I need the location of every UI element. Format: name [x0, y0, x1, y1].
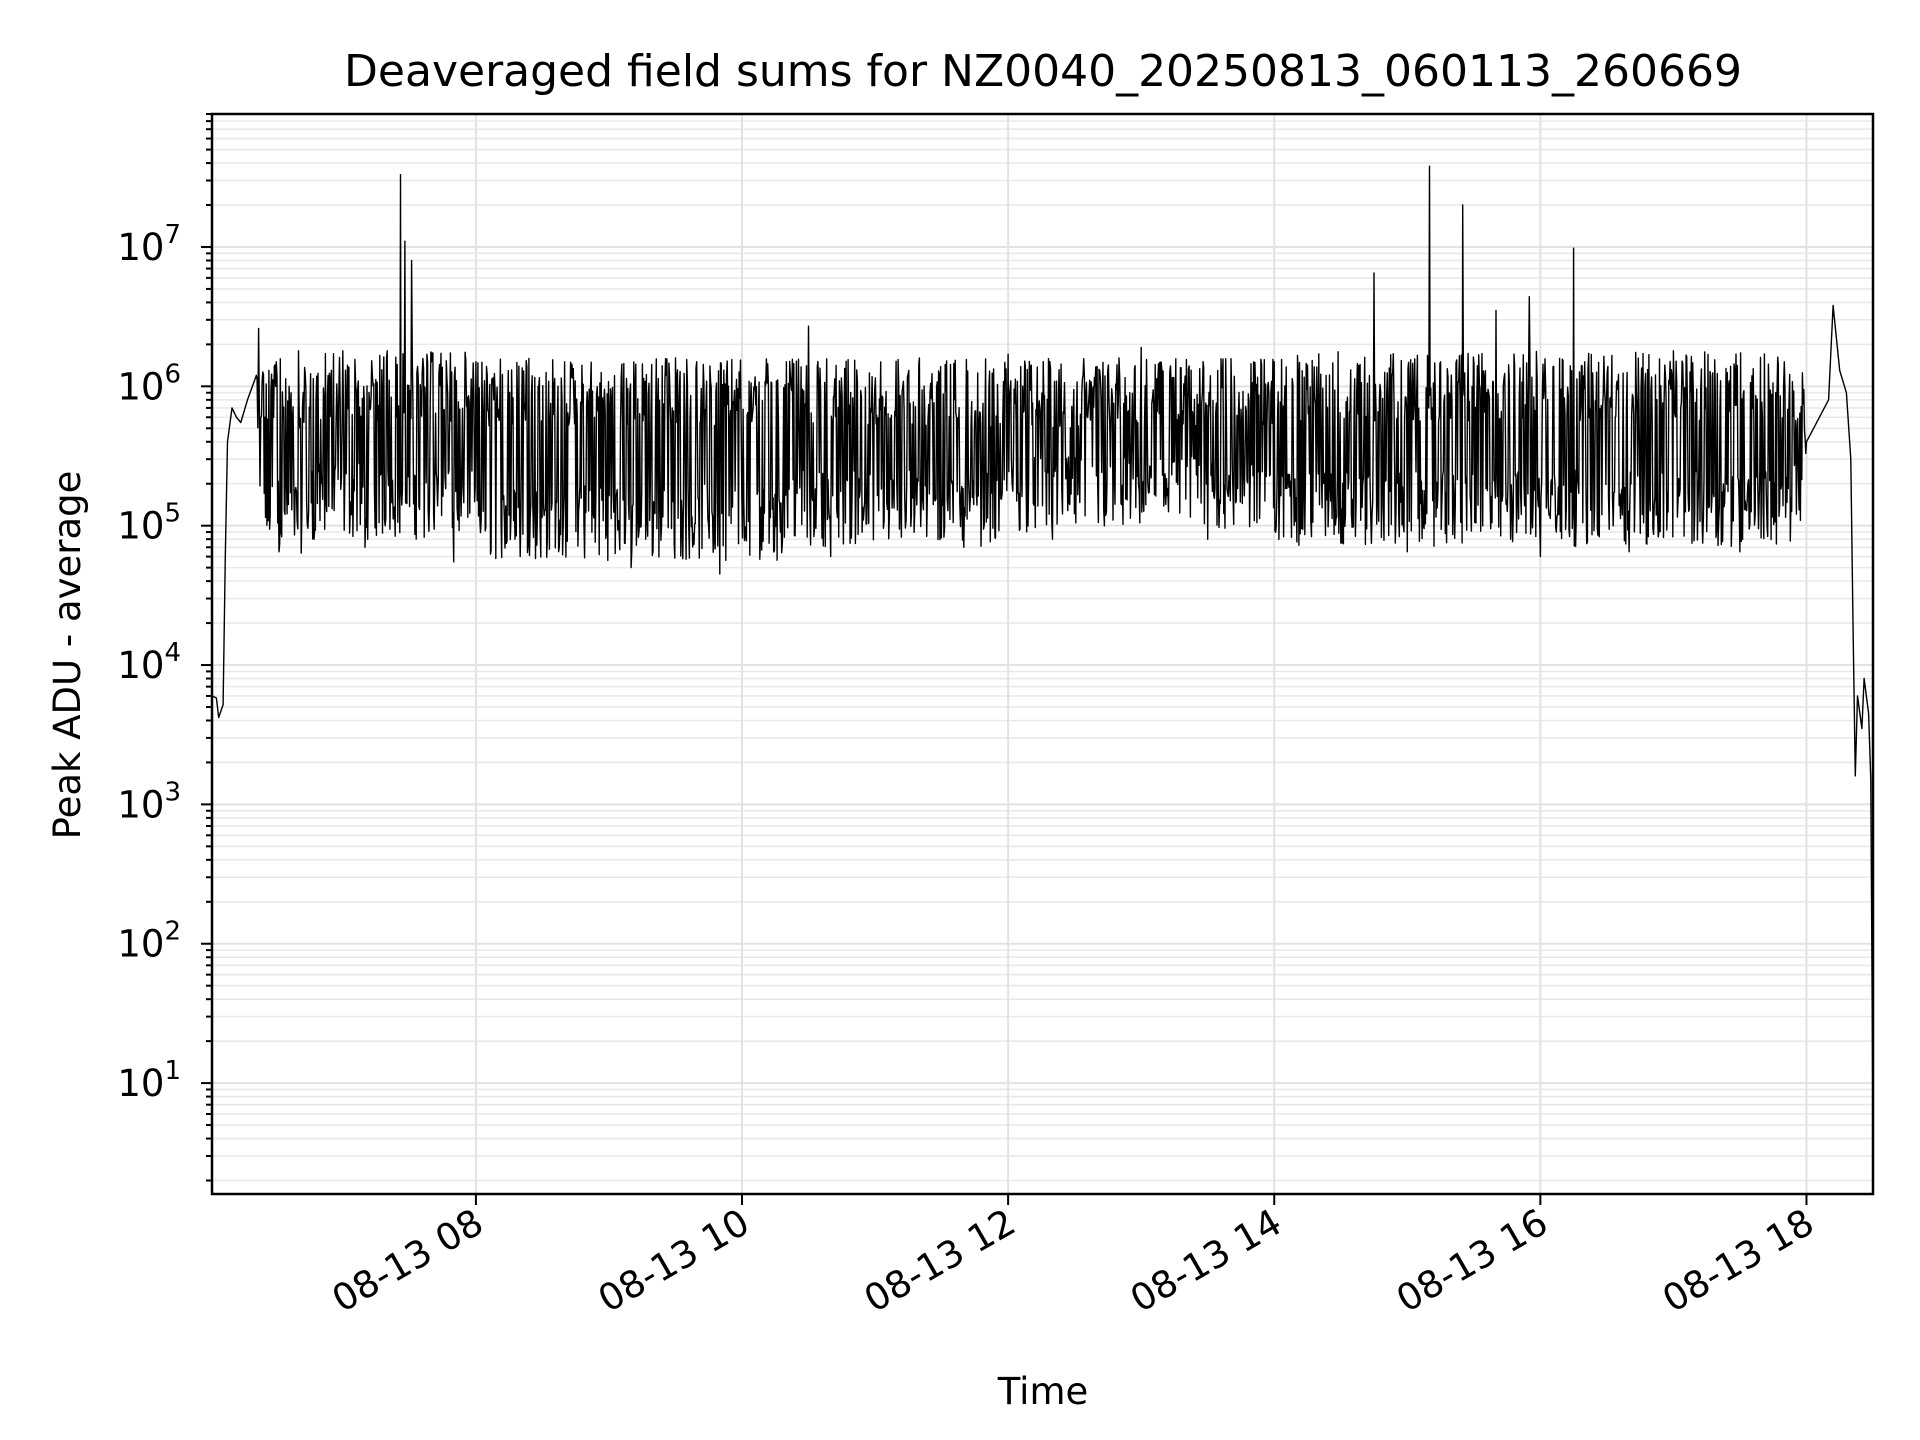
y-axis-ticks: 101 102 103 104 105 106 107	[117, 113, 212, 1182]
x-tick-label: 08-13 10	[591, 1201, 757, 1321]
x-tick-label: 08-13 16	[1389, 1201, 1555, 1321]
x-axis-ticks: 08-13 08 08-13 10 08-13 12 08-13 14 08-13 16…	[325, 1194, 1821, 1321]
y-tick-label: 107	[117, 220, 181, 269]
x-tick-label: 08-13 08	[325, 1201, 491, 1321]
x-axis-label: Time	[997, 1370, 1089, 1413]
series-line	[211, 165, 1874, 1139]
plot-frame	[210, 112, 1875, 1196]
y-tick-label: 101	[117, 1056, 181, 1105]
series-layer	[211, 165, 1874, 1139]
x-tick-label: 08-13 12	[857, 1201, 1023, 1321]
y-tick-label: 106	[117, 359, 181, 408]
y-axis-label: Peak ADU - average	[46, 471, 89, 840]
y-tick-label: 105	[117, 499, 181, 548]
grid	[212, 113, 1873, 1194]
y-tick-label: 103	[117, 777, 181, 826]
y-tick-label: 102	[117, 917, 181, 966]
x-tick-label: 08-13 18	[1655, 1201, 1821, 1321]
x-tick-label: 08-13 14	[1123, 1201, 1289, 1321]
chart-title: Deaveraged field sums for NZ0040_2025081…	[344, 46, 1742, 97]
y-tick-label: 104	[117, 638, 181, 687]
